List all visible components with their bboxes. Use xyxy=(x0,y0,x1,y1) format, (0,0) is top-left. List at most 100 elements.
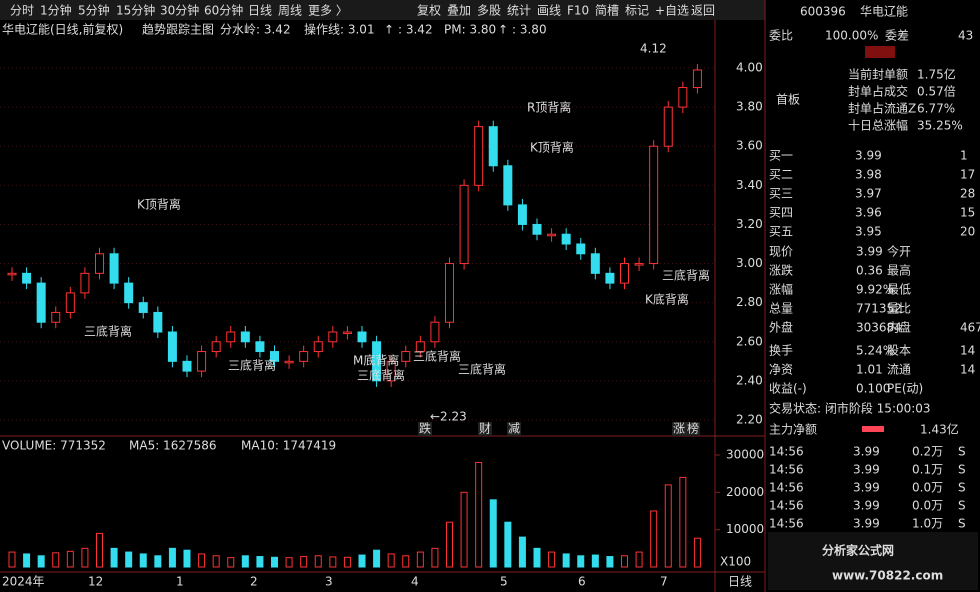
quote-cell: 收益(-) xyxy=(769,382,807,396)
quote-cell: 0.100 xyxy=(856,382,890,396)
toolbar-button[interactable]: 多股 xyxy=(477,4,501,18)
candle xyxy=(182,360,192,372)
toolbar-button[interactable]: 复权 xyxy=(417,4,441,18)
toolbar-button[interactable]: 周线 xyxy=(278,4,302,18)
candle xyxy=(65,292,75,313)
main-flow-bar xyxy=(862,426,884,432)
toolbar-button[interactable]: 画线 xyxy=(537,4,561,18)
candle xyxy=(328,331,338,343)
candle xyxy=(663,106,673,147)
indicator-value: ↑ xyxy=(384,23,394,37)
volume-bar xyxy=(212,555,220,568)
volume-bar xyxy=(256,556,264,568)
book-label: 买一 xyxy=(769,149,793,163)
volume-bar xyxy=(693,537,701,568)
book-label: 买四 xyxy=(769,206,793,220)
volume-bar xyxy=(489,499,497,568)
tick-price: 3.99 xyxy=(853,517,880,531)
quote-cell: 换手 xyxy=(769,344,793,358)
volume-bar xyxy=(81,547,89,568)
toolbar-button[interactable]: 30分钟 xyxy=(160,3,199,18)
candle xyxy=(197,351,207,372)
volume-bar xyxy=(37,555,45,568)
indicator-value: PM: 3.80 xyxy=(444,23,496,37)
y-tick-label: 3.60 xyxy=(736,139,763,153)
toolbar-button[interactable]: 5分钟 xyxy=(78,3,110,18)
chart-annotation: K顶背离 xyxy=(137,197,181,212)
volume-bar xyxy=(387,553,395,568)
candle xyxy=(386,360,396,382)
volume-bar xyxy=(66,550,74,568)
toolbar-button[interactable]: 60分钟 xyxy=(204,3,243,18)
volume-tick-label: 20000 xyxy=(726,485,764,499)
candle xyxy=(532,223,542,235)
y-tick-label: 4.00 xyxy=(736,61,763,75)
candle xyxy=(357,331,367,343)
tick-volume: 0.1万 xyxy=(912,463,943,477)
volume-bar xyxy=(329,556,337,568)
collapse-button[interactable] xyxy=(865,46,895,58)
tick-price: 3.99 xyxy=(853,481,880,495)
watermark-title: 分析家公式网 xyxy=(822,543,894,558)
volume-bar xyxy=(402,555,410,568)
candle xyxy=(503,165,513,206)
watermark-bg xyxy=(768,532,978,590)
bid-ratio: 委比 xyxy=(769,29,793,43)
book-price: 3.95 xyxy=(855,225,882,239)
y-tick-label: 3.00 xyxy=(736,256,763,270)
toolbar-button[interactable]: 分时 xyxy=(10,4,34,18)
quote-cell: 涨幅 xyxy=(769,282,793,297)
main-flow-value: 1.43亿 xyxy=(920,422,959,437)
volume-bar xyxy=(271,556,278,568)
volume-bar xyxy=(168,547,176,568)
toolbar-button[interactable]: 标记 xyxy=(625,4,649,18)
x-tick-label: 7 xyxy=(660,575,668,589)
event-marker: 减 xyxy=(508,422,520,436)
quote-cell: 3.99 xyxy=(856,245,883,259)
tick-price: 3.99 xyxy=(853,463,880,477)
tick-price: 3.99 xyxy=(853,445,880,459)
toolbar-button[interactable]: 叠加 xyxy=(447,4,471,18)
indicator-value: 操作线: 3.01 xyxy=(304,22,375,37)
tick-time: 14:56 xyxy=(769,481,804,495)
candle xyxy=(692,69,702,89)
toolbar-button[interactable]: 日线 xyxy=(248,4,272,18)
toolbar-button[interactable]: F10 xyxy=(567,4,589,18)
candle xyxy=(167,331,177,362)
seal-label: 封单占流通Z xyxy=(848,101,916,116)
book-volume: 28 xyxy=(960,187,975,201)
toolbar-button[interactable]: 返回 xyxy=(691,4,715,18)
candle xyxy=(22,272,32,284)
toolbar-button[interactable]: 1分钟 xyxy=(40,3,72,18)
tick-side: S xyxy=(958,481,966,495)
volume-bar xyxy=(23,553,31,568)
chart-annotation: 三底背离 xyxy=(413,349,461,364)
volume-bar xyxy=(650,510,658,568)
watermark-url: www.70822.com xyxy=(832,569,943,583)
quote-cell: 14 xyxy=(960,363,975,377)
candle xyxy=(561,233,571,245)
toolbar-button[interactable]: 更多 〉 xyxy=(308,4,348,18)
event-marker-bg xyxy=(507,422,521,436)
toolbar-button[interactable]: 简槽 xyxy=(595,4,619,18)
candle xyxy=(620,263,629,284)
volume-bar xyxy=(227,557,235,568)
chart-annotation: K顶背离 xyxy=(530,140,574,155)
candle xyxy=(284,360,294,364)
chart-annotation: ←2.23 xyxy=(430,410,467,424)
event-marker-bg xyxy=(478,422,492,436)
toolbar-button[interactable]: +自选 xyxy=(655,4,689,18)
candle xyxy=(634,263,644,266)
quote-cell: 467 xyxy=(960,321,980,335)
candle xyxy=(138,302,148,313)
volume-bar xyxy=(198,553,206,568)
volume-bar xyxy=(621,555,628,568)
event-marker: 跌 xyxy=(419,421,431,436)
volume-bar xyxy=(241,555,249,568)
x-tick-label: 1 xyxy=(176,575,184,589)
volume-bar xyxy=(533,547,541,568)
toolbar-button[interactable]: 15分钟 xyxy=(116,3,155,18)
quote-cell: 1.01 xyxy=(856,363,883,377)
toolbar-button[interactable]: 统计 xyxy=(507,4,531,18)
chart-annotation: 三底背离 xyxy=(458,362,506,377)
